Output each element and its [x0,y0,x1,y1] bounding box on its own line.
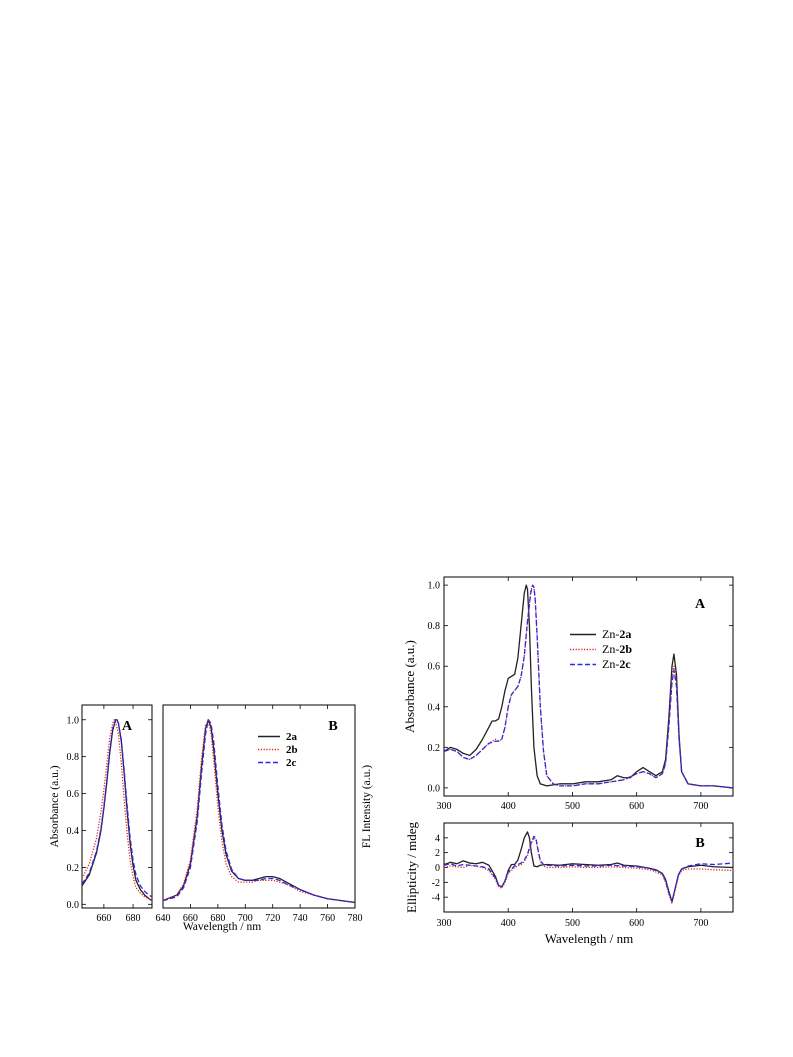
y-tick-label: -2 [432,878,440,889]
y-tick-label: 4 [435,833,440,844]
panel-letter: B [328,719,337,734]
legend-label: 2b [619,642,632,656]
x-tick-label: 600 [629,918,644,929]
legend-prefix: Zn- [602,642,619,656]
plot-frame [81,704,153,909]
legend-label: 2c [286,757,297,769]
legend-label: 2a [619,627,631,641]
plot-frame [443,576,734,797]
series-line-2c [163,719,355,904]
series-group [82,719,152,902]
x-tick-label: 500 [565,801,580,812]
y-tick-label: 0.4 [428,702,441,713]
y-tick-label: 0.6 [428,662,441,673]
x-tick-label: 700 [693,801,708,812]
series-line-Zn-2c [444,584,733,789]
series-line-Zn-2b [444,584,733,789]
left-panel-b-fluorescence: 640 660 680 700 720 740 760 780 FL Intensity (a.… [156,704,373,933]
x-tick-label: 400 [501,801,516,812]
legend-entry: 2b [286,744,298,756]
x-tick-label: 660 [96,913,111,924]
x-tick-label: 680 [126,913,141,924]
series-group [163,719,355,904]
left-panel-a-absorbance: 660 680 0.0 0.2 0.4 0.6 0.8 1.0 Absorbance (a.u.… [49,704,153,924]
plot-frame [443,822,734,913]
legend-label: 2c [619,657,631,671]
x-tick-label: 780 [348,913,363,924]
series-line-Zn-2b [444,837,733,904]
x-tick-label: 760 [320,913,335,924]
x-tick-label: 300 [437,801,452,812]
y-axis-label: FL Intensity (a.u.) [361,765,373,848]
y-tick-label: 0.6 [67,789,80,800]
legend-entry: Zn-2a [602,627,631,641]
series-line-trace-1 [82,719,152,902]
y-axis-label: Absorbance (a.u.) [49,765,61,847]
y-tick-label: 1.0 [67,715,80,726]
x-tick-label: 400 [501,918,516,929]
panel-letter: A [122,719,133,734]
y-tick-label: 0.2 [67,863,80,874]
y-tick-label: 0.4 [67,826,80,837]
legend-entry: Zn-2c [602,657,631,671]
x-tick-label: 500 [565,918,580,929]
x-tick-label: 660 [183,913,198,924]
x-tick-label: 720 [265,913,280,924]
y-axis-label: Absorbance (a.u.) [402,640,417,733]
legend-entry: Zn-2b [602,642,632,656]
panel-letter: B [695,836,704,851]
legend-label: 2a [286,731,298,743]
legend-entry: 2a [286,731,298,743]
y-tick-label: -4 [432,893,440,904]
right-panel-b-ellipticity: 300 400 500 600 700 -4 -2 0 2 4 Ellipticity / mdeg… [404,822,734,946]
panel-letter: A [695,597,706,612]
plot-frame [162,704,356,909]
series-line-trace-2 [82,719,152,898]
series-line-Zn-2a [444,584,733,789]
x-tick-label: 700 [238,913,253,924]
y-tick-label: 0.8 [67,752,80,763]
series-group [444,831,733,904]
x-tick-label: 700 [693,918,708,929]
y-tick-label: 0.2 [428,743,441,754]
series-line-2a [163,719,355,904]
y-tick-label: 1.0 [428,581,441,592]
series-line-Zn-2a [444,831,733,903]
y-tick-label: 0.0 [428,783,441,794]
x-tick-label: 680 [210,913,225,924]
y-tick-label: 0.8 [428,621,441,632]
right-panel-a-absorbance: 300 400 500 600 700 0.0 0.2 0.4 0.6 0.8 1.0 Absorba… [402,576,734,812]
y-axis-label: Ellipticity / mdeg [404,822,419,913]
y-tick-label: 2 [435,848,440,859]
legend-prefix: Zn- [602,657,619,671]
x-axis-label: Wavelength / nm [183,921,261,933]
x-tick-label: 740 [293,913,308,924]
x-tick-label: 640 [156,913,171,924]
y-tick-label: 0 [435,863,440,874]
series-line-2b [163,720,355,904]
series-line-Zn-2c [444,835,733,903]
x-tick-label: 600 [629,801,644,812]
series-line-trace-0 [82,719,152,902]
legend-label: 2b [286,744,298,756]
legend-entry: 2c [286,757,297,769]
x-axis-label: Wavelength / nm [545,931,634,946]
y-tick-label: 0.0 [67,900,80,911]
legend-prefix: Zn- [602,627,619,641]
series-group [444,584,733,789]
x-tick-label: 300 [437,918,452,929]
